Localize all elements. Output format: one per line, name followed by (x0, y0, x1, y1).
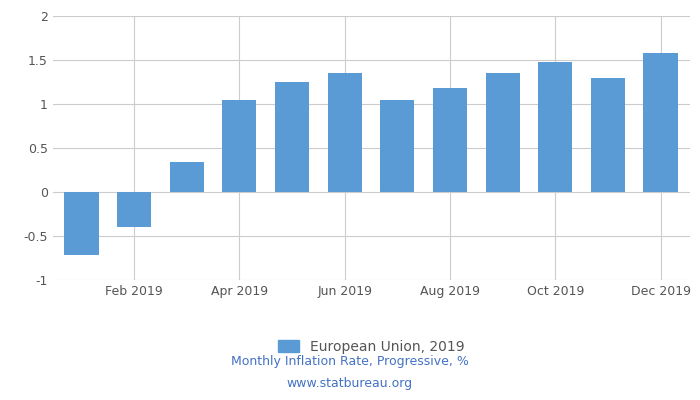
Bar (328, 73, 362, 192)
Text: Monthly Inflation Rate, Progressive, %: Monthly Inflation Rate, Progressive, % (231, 356, 469, 368)
Bar (380, 100, 414, 192)
Bar (486, 73, 519, 192)
Bar (275, 82, 309, 192)
Legend: European Union, 2019: European Union, 2019 (272, 334, 470, 360)
Bar (117, 192, 151, 227)
Bar (169, 162, 204, 192)
Bar (64, 192, 99, 255)
Bar (223, 100, 256, 192)
Bar (433, 88, 467, 192)
Text: www.statbureau.org: www.statbureau.org (287, 378, 413, 390)
Bar (538, 62, 573, 192)
Bar (591, 78, 625, 192)
Bar (643, 53, 678, 192)
